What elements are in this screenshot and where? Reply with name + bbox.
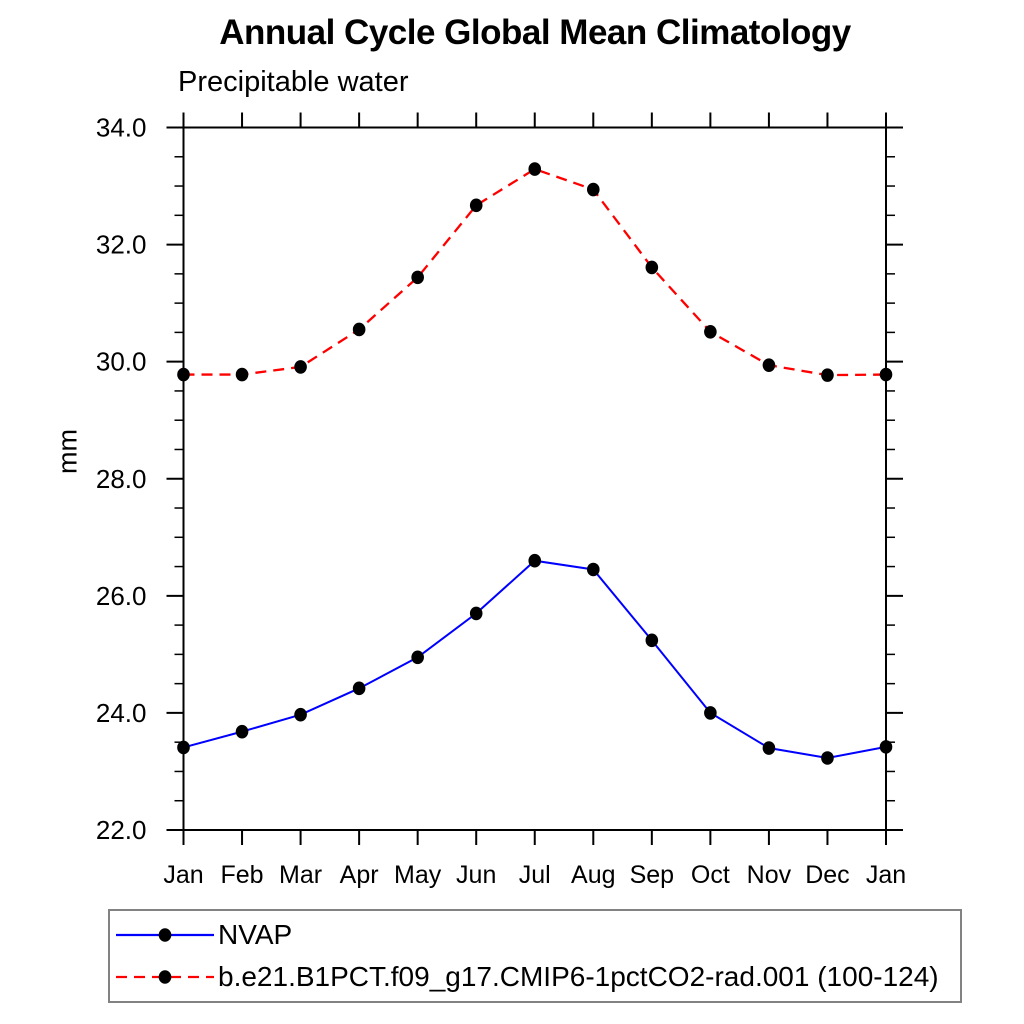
data-point-marker (645, 633, 659, 648)
series-line-0 (183, 559, 887, 760)
data-point-marker (821, 368, 834, 382)
data-point-marker (821, 751, 834, 765)
data-point-marker (528, 553, 542, 568)
data-point-marker (586, 182, 600, 197)
data-point-marker (469, 606, 483, 621)
data-point-marker (704, 706, 717, 720)
x-tick-label: May (394, 861, 442, 889)
data-point-marker (586, 562, 600, 577)
x-tick-label: Sep (630, 861, 674, 889)
x-tick-label: Dec (805, 861, 849, 889)
legend-label-model: b.e21.B1PCT.f09_g17.CMIP6-1pctCO2-rad.00… (218, 961, 939, 992)
y-tick-label: 28.0 (96, 464, 147, 494)
data-point-marker (469, 198, 483, 213)
x-tick-label: Nov (747, 861, 792, 889)
data-point-marker (879, 367, 893, 382)
data-point-marker (235, 367, 249, 382)
chart-title: Annual Cycle Global Mean Climatology (219, 13, 851, 52)
data-point-marker (879, 740, 893, 754)
data-point-marker (352, 322, 366, 337)
x-tick-label: Oct (691, 861, 730, 889)
legend: NVAP b.e21.B1PCT.f09_g17.CMIP6-1pctCO2-r… (108, 909, 962, 1003)
data-point-marker (177, 367, 190, 382)
data-point-marker (235, 724, 249, 739)
data-point-marker (294, 360, 307, 374)
data-point-marker (762, 741, 776, 755)
plot-border (182, 126, 887, 831)
x-tick-label: Jul (519, 861, 551, 889)
series-line-1 (183, 167, 887, 377)
data-point-marker (645, 260, 659, 275)
data-point-marker (762, 358, 776, 372)
data-point-marker (528, 162, 542, 176)
y-tick-label: 26.0 (96, 581, 147, 611)
x-tick-label: Jan (866, 861, 906, 889)
data-point-marker (411, 650, 424, 665)
legend-swatch-solid-line-icon (116, 928, 214, 942)
x-tick-label: Aug (571, 861, 615, 889)
y-tick-label: 34.0 (96, 113, 147, 143)
legend-swatch-dashed-line-icon (116, 970, 214, 984)
y-tick-label: 32.0 (96, 230, 147, 260)
x-tick-label: Jun (456, 861, 496, 889)
data-point-marker (177, 740, 190, 755)
data-point-marker (294, 707, 307, 722)
y-tick-label: 22.0 (96, 815, 147, 845)
legend-label-nvap: NVAP (218, 919, 293, 950)
x-tick-label: Feb (220, 861, 263, 889)
x-tick-label: Mar (279, 861, 322, 889)
data-point-marker (704, 325, 717, 339)
y-tick-label: 30.0 (96, 347, 147, 377)
legend-item-nvap: NVAP (114, 921, 960, 949)
x-tick-label: Apr (340, 861, 379, 889)
y-tick-label: 24.0 (96, 698, 147, 728)
chart-subtitle: Precipitable water (178, 66, 409, 98)
data-point-marker (411, 270, 424, 285)
data-point-marker (352, 681, 366, 696)
legend-item-model: b.e21.B1PCT.f09_g17.CMIP6-1pctCO2-rad.00… (114, 963, 960, 991)
x-tick-label: Jan (163, 861, 203, 889)
